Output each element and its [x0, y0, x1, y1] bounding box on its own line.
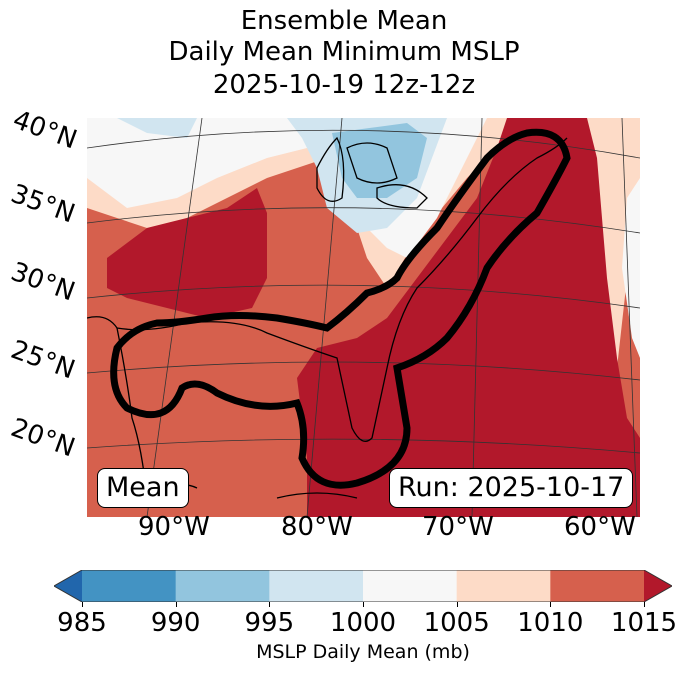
- lon-label-60w: 60°W: [564, 512, 636, 542]
- colorbar-tick-mark: [269, 602, 271, 607]
- lon-label-80w: 80°W: [281, 512, 353, 542]
- map-canvas: [87, 118, 640, 517]
- title-line-1: Ensemble Mean: [240, 6, 448, 36]
- run-date-label-box: Run: 2025-10-17: [389, 468, 634, 508]
- colorbar-bin-990-995: [175, 570, 270, 602]
- colorbar-bin-1005-1010: [456, 570, 551, 602]
- colorbar-bin-985-990: [82, 570, 177, 602]
- colorbar-tick-mark: [175, 602, 177, 607]
- colorbar-tick-1005: 1005: [423, 608, 490, 638]
- lat-label-35n: 35°N: [6, 178, 79, 230]
- colorbar-tick-mark: [550, 602, 552, 607]
- field-1005-1010: [87, 118, 640, 378]
- colorbar-bin-1010-1015: [550, 570, 645, 602]
- title-line-2: Daily Mean Minimum MSLP: [168, 37, 520, 67]
- colorbar: [54, 570, 672, 602]
- colorbar-tick-1010: 1010: [517, 608, 584, 638]
- mslp-map: Mean Run: 2025-10-17: [87, 118, 640, 517]
- colorbar-tick-1000: 1000: [329, 608, 397, 638]
- contour-outline: [110, 128, 571, 489]
- colorbar-under-arrow: [54, 570, 82, 602]
- colorbar-tick-995: 995: [244, 608, 295, 638]
- colorbar-tick-990: 990: [150, 608, 201, 638]
- lat-label-25n: 25°N: [6, 334, 79, 386]
- field-990-995: [332, 123, 427, 198]
- mean-label-box: Mean: [97, 468, 189, 508]
- lon-label-90w: 90°W: [138, 512, 210, 542]
- field-995-1000-west: [117, 118, 197, 138]
- field-1000-1005-east: [622, 178, 640, 358]
- lat-label-20n: 20°N: [6, 412, 79, 464]
- colorbar-tick-1015: 1015: [610, 608, 678, 638]
- colorbar-tick-985: 985: [57, 608, 107, 638]
- title-line-3: 2025-10-19 12z-12z: [212, 70, 476, 100]
- field-above-1015-inland: [107, 188, 267, 318]
- colorbar-tick-mark: [644, 602, 645, 607]
- colorbar-tick-mark: [456, 602, 458, 607]
- lat-label-30n: 30°N: [6, 256, 79, 308]
- colorbar-label: MSLP Daily Mean (mb): [256, 641, 470, 663]
- colorbar-bin-1000-1005: [363, 570, 458, 602]
- colorbar-bin-995-1000: [269, 570, 364, 602]
- colorbar-over-arrow: [644, 570, 672, 602]
- lat-label-40n: 40°N: [8, 104, 81, 156]
- lon-label-70w: 70°W: [422, 512, 494, 542]
- colorbar-tick-mark: [363, 602, 364, 607]
- field-above-1015-atlantic: [297, 118, 640, 517]
- colorbar-tick-mark: [82, 602, 83, 607]
